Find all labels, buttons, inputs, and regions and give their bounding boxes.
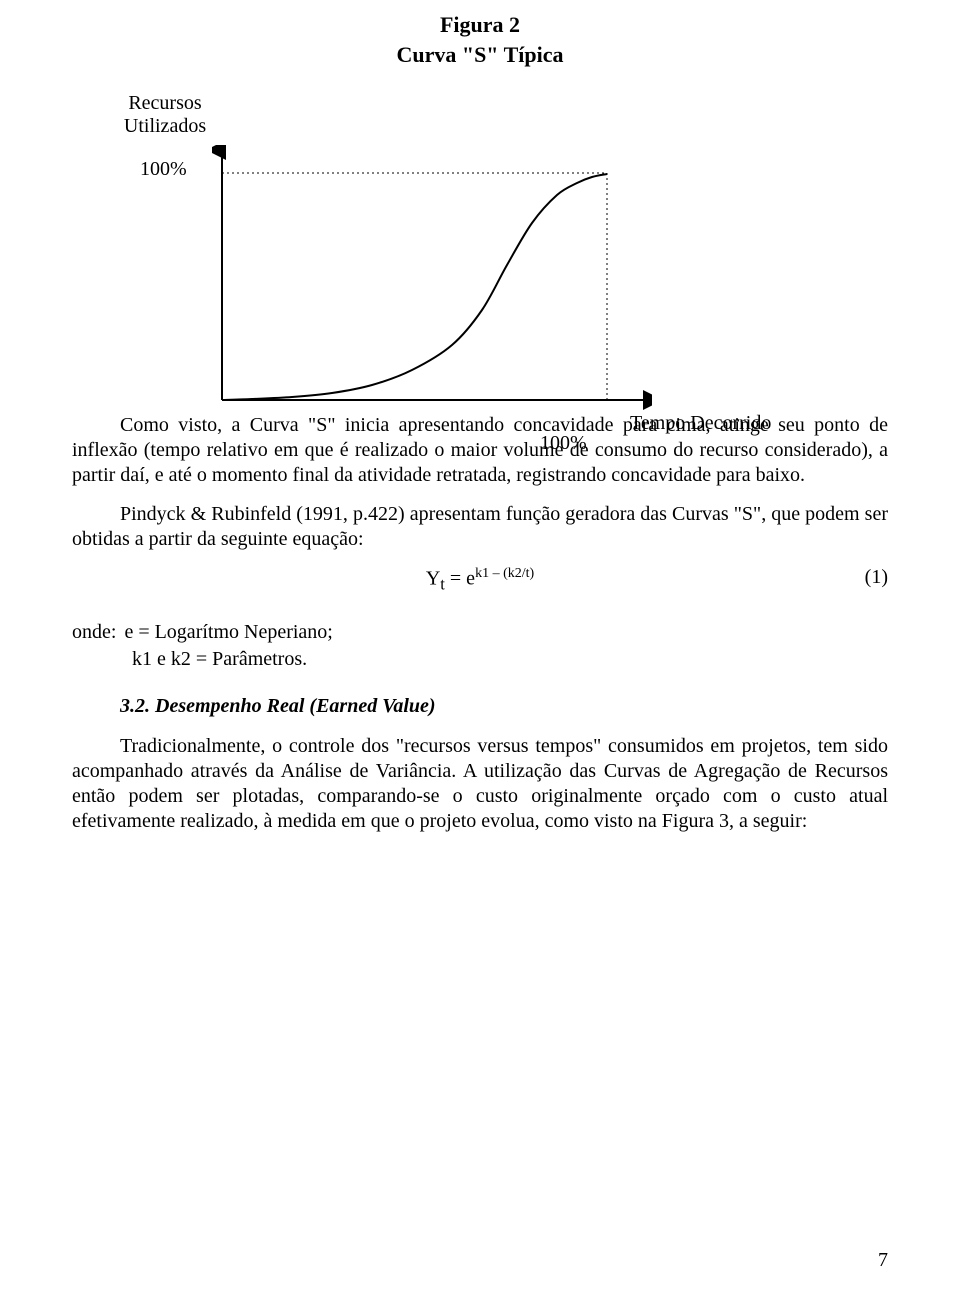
- subsection-heading: 3.2. Desempenho Real (Earned Value): [120, 695, 888, 718]
- figure-number: Figura 2: [72, 12, 888, 38]
- y-axis-label: Recursos Utilizados: [100, 92, 230, 138]
- x-axis-tick-100: 100%: [540, 432, 587, 455]
- eq-sup: k1 – (k2/t): [475, 566, 534, 581]
- where-lead: onde:: [72, 619, 116, 646]
- y-axis-tick-100: 100%: [140, 158, 187, 181]
- tradicional-paragraph: Tradicionalmente, o controle dos "recurs…: [72, 734, 888, 834]
- where-line1: e = Logarítmo Neperiano;: [124, 619, 332, 646]
- equation-row: Yt = ek1 – (k2/t) (1): [72, 566, 888, 595]
- page: Figura 2 Curva "S" Típica Recursos Utili…: [0, 0, 960, 1300]
- s-curve-svg: [212, 145, 652, 425]
- where-block: onde: e = Logarítmo Neperiano; k1 e k2 =…: [72, 619, 888, 673]
- eq-prefix: Y: [426, 568, 440, 590]
- page-number: 7: [878, 1249, 888, 1272]
- pindyck-paragraph: Pindyck & Rubinfeld (1991, p.422) aprese…: [72, 502, 888, 552]
- s-curve-chart: [212, 145, 652, 425]
- figure-title: Curva "S" Típica: [72, 42, 888, 68]
- where-line2: k1 e k2 = Parâmetros.: [72, 646, 888, 673]
- eq-mid: = e: [445, 568, 475, 590]
- equation-number: (1): [865, 566, 888, 589]
- x-axis-label: Tempo Decorrido: [630, 412, 771, 435]
- equation-body: Yt = ek1 – (k2/t): [426, 566, 534, 595]
